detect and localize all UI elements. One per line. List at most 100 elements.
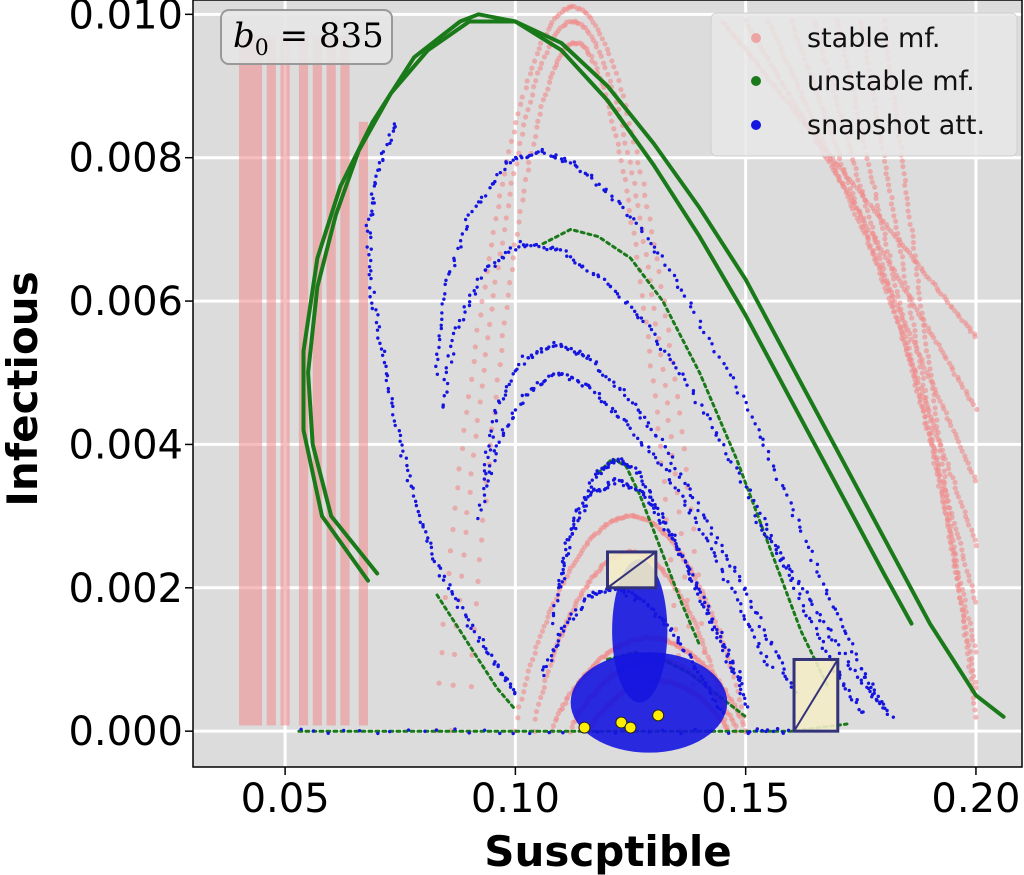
stable-point: [973, 543, 979, 549]
snapshot-point: [578, 511, 582, 515]
stable-point: [702, 645, 708, 652]
snapshot-point: [728, 660, 733, 665]
stable-point: [919, 370, 926, 376]
snapshot-point: [661, 515, 665, 519]
stable-point: [909, 315, 915, 321]
stable-point: [532, 716, 538, 722]
stable-point: [932, 281, 938, 288]
snapshot-point: [472, 629, 477, 634]
snapshot-point: [647, 449, 651, 454]
stable-point: [901, 171, 907, 177]
snapshot-point: [501, 397, 506, 401]
stable-point: [531, 58, 538, 64]
stable-point: [945, 461, 951, 467]
snapshot-point: [643, 495, 647, 500]
snapshot-point: [821, 582, 826, 586]
snapshot-point: [388, 141, 392, 146]
stable-point: [529, 65, 535, 71]
stable-point: [589, 53, 595, 60]
snapshot-point: [686, 569, 691, 573]
snapshot-point: [620, 479, 624, 484]
snapshot-point: [781, 483, 785, 488]
snapshot-point: [626, 423, 630, 427]
snapshot-point: [688, 305, 693, 309]
snapshot-point: [554, 343, 558, 348]
snapshot-point: [688, 493, 693, 498]
stable-band: [280, 35, 290, 726]
stable-point: [508, 138, 514, 144]
snapshot-point: [560, 344, 564, 348]
snapshot-point: [477, 503, 482, 507]
snapshot-point: [379, 347, 384, 351]
snapshot-point: [613, 289, 618, 294]
snapshot-point: [551, 344, 556, 349]
stable-point: [920, 316, 926, 322]
snapshot-point: [755, 504, 759, 509]
snapshot-point: [587, 481, 592, 485]
snapshot-point: [484, 472, 488, 476]
snapshot-point: [593, 362, 598, 366]
stable-point: [937, 479, 944, 486]
stable-point: [524, 675, 530, 682]
snapshot-point: [789, 685, 794, 689]
snapshot-point: [673, 533, 677, 537]
stable-point: [966, 664, 972, 670]
snapshot-point: [836, 643, 841, 647]
y-tick-label: 0.008: [68, 136, 183, 182]
stable-point: [538, 103, 544, 110]
snapshot-point: [774, 650, 778, 654]
snapshot-point: [556, 599, 560, 603]
snapshot-point: [698, 590, 703, 594]
snapshot-point: [462, 305, 466, 309]
stable-point: [548, 662, 554, 668]
snapshot-point: [552, 340, 556, 345]
stable-point: [505, 292, 511, 298]
stable-point: [955, 439, 962, 445]
snapshot-point: [385, 373, 390, 378]
stable-point: [845, 194, 851, 200]
snapshot-point: [416, 509, 420, 514]
stable-point: [440, 621, 446, 627]
stable-point: [518, 101, 524, 107]
snapshot-point: [640, 229, 644, 234]
snapshot-point: [854, 652, 858, 656]
snapshot-point: [637, 470, 641, 475]
stable-point: [541, 623, 547, 629]
snapshot-point: [860, 710, 864, 714]
snapshot-point: [710, 342, 714, 346]
snapshot-point: [366, 217, 371, 221]
snapshot-point: [391, 413, 395, 417]
stable-point: [915, 386, 921, 392]
snapshot-point: [571, 519, 576, 523]
stable-point: [611, 64, 617, 70]
snapshot-point: [745, 408, 750, 412]
stable-point: [876, 266, 883, 272]
stable-point: [897, 300, 903, 306]
snapshot-point: [652, 506, 656, 510]
snapshot-point: [586, 495, 590, 499]
y-tick-label: 0.006: [68, 279, 183, 325]
snapshot-point: [649, 327, 654, 332]
snapshot-point: [817, 574, 821, 578]
snapshot-point: [847, 637, 851, 641]
snapshot-point: [501, 431, 506, 435]
snapshot-point: [520, 354, 525, 358]
yellow-point: [578, 721, 591, 734]
snapshot-point: [503, 678, 507, 683]
snapshot-point: [560, 559, 565, 564]
stable-point: [896, 236, 903, 242]
snapshot-point: [377, 161, 382, 165]
snapshot-point: [444, 278, 448, 283]
stable-point: [937, 398, 943, 404]
stable-point: [963, 638, 970, 645]
snapshot-point: [423, 729, 427, 734]
snapshot-point: [672, 273, 677, 278]
snapshot-point: [784, 677, 789, 681]
snapshot-point: [617, 478, 622, 483]
stable-point: [471, 358, 477, 365]
snapshot-point: [487, 433, 492, 438]
snapshot-point: [683, 499, 687, 503]
stable-point: [914, 345, 920, 351]
snapshot-point: [590, 176, 594, 180]
stable-point: [939, 455, 946, 461]
